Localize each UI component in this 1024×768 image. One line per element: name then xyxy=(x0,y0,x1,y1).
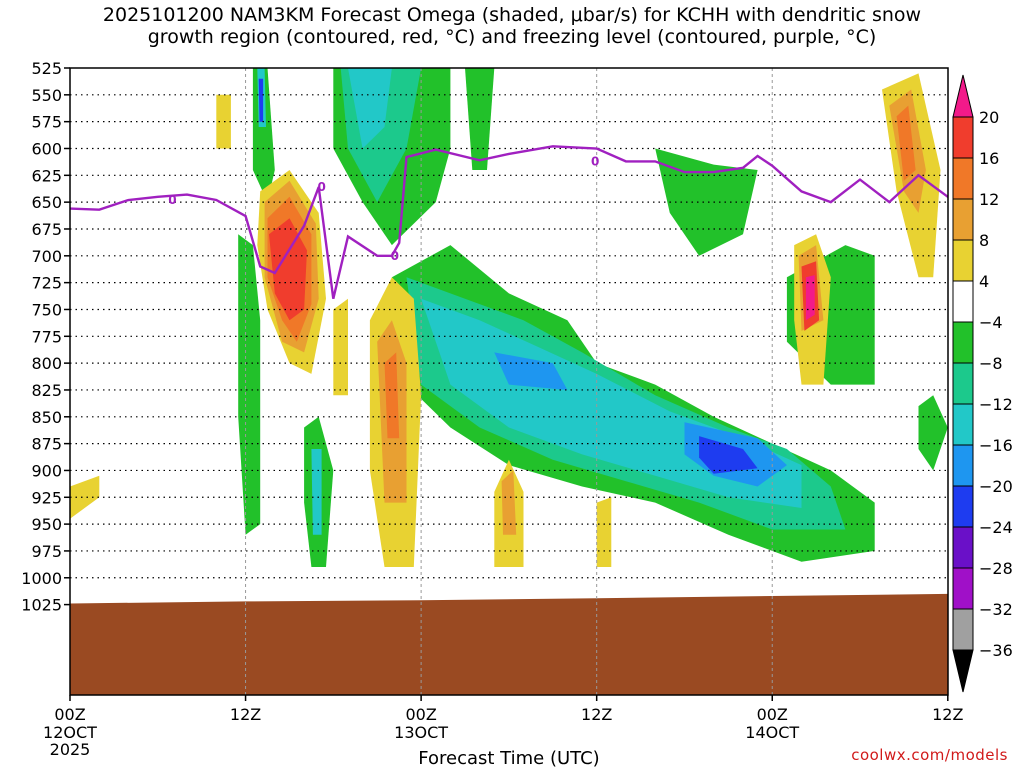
ytick-label-825: 825 xyxy=(31,381,62,400)
x-axis-label: Forecast Time (UTC) xyxy=(418,748,599,768)
ytick-label-625: 625 xyxy=(31,166,62,185)
colorbar-bottom-arrow xyxy=(952,649,974,693)
ytick-label-675: 675 xyxy=(31,220,62,239)
chart-title-line1: 2025101200 NAM3KM Forecast Omega (shaded… xyxy=(102,4,922,26)
omega-region-15 xyxy=(494,352,568,390)
freezing-level-label-3: 0 xyxy=(591,154,599,168)
colorbar-top-arrow xyxy=(952,74,974,118)
colorbar-segment-3 xyxy=(952,198,974,241)
omega-region-6 xyxy=(465,68,495,170)
freezing-level-label-1: 0 xyxy=(317,180,325,194)
omega-region-14 xyxy=(311,449,322,535)
ytick-label-1000: 1000 xyxy=(21,569,62,588)
omega-region-38 xyxy=(805,275,815,321)
xtick-date-0: 12OCT xyxy=(43,723,97,742)
xtick-date-4: 14OCT xyxy=(745,723,799,742)
colorbar-segment-2 xyxy=(952,157,974,200)
colorbar-label-3: 8 xyxy=(979,231,989,250)
credit-text: coolwx.com/models xyxy=(851,746,1008,764)
xtick-label-0: 00Z xyxy=(54,705,85,724)
omega-region-25 xyxy=(70,475,100,519)
ytick-label-850: 850 xyxy=(31,408,62,427)
colorbar-segment-13 xyxy=(952,608,974,651)
colorbar-segment-9 xyxy=(952,444,974,487)
ytick-label-775: 775 xyxy=(31,327,62,346)
colorbar-label-1: 16 xyxy=(979,149,999,168)
colorbar-segment-12 xyxy=(952,567,974,610)
freezing-level-line xyxy=(70,145,948,299)
ytick-label-550: 550 xyxy=(31,86,62,105)
omega-region-12 xyxy=(348,68,392,149)
colorbar-label-2: 12 xyxy=(979,190,999,209)
colorbar-label-6: −8 xyxy=(979,354,1003,373)
xtick-label-4: 00Z xyxy=(757,705,788,724)
colorbar-label-10: −24 xyxy=(979,518,1013,537)
colorbar-label-12: −32 xyxy=(979,600,1013,619)
colorbar-segment-1 xyxy=(952,116,974,159)
colorbar-segment-5 xyxy=(952,280,974,323)
colorbar-segment-10 xyxy=(952,485,974,528)
colorbar-label-9: −20 xyxy=(979,477,1013,496)
colorbar-label-4: 4 xyxy=(979,272,989,291)
omega-region-8 xyxy=(918,395,948,471)
colorbar-label-0: 20 xyxy=(979,108,999,127)
xtick-label-5: 12Z xyxy=(932,705,963,724)
omega-region-30 xyxy=(501,470,517,535)
ytick-label-600: 600 xyxy=(31,139,62,158)
ytick-label-1025: 1025 xyxy=(21,596,62,615)
freezing-level-label-2: 0 xyxy=(391,249,399,263)
xtick-year-0: 2025 xyxy=(50,740,91,759)
omega-region-18 xyxy=(258,78,264,122)
ytick-label-700: 700 xyxy=(31,247,62,266)
omega-region-4 xyxy=(238,234,261,535)
colorbar-label-13: −36 xyxy=(979,641,1013,660)
ytick-label-875: 875 xyxy=(31,435,62,454)
colorbar-segment-7 xyxy=(952,362,974,405)
xtick-label-3: 12Z xyxy=(581,705,612,724)
xtick-label-2: 00Z xyxy=(405,705,436,724)
omega-region-26 xyxy=(596,497,612,567)
plot-frame xyxy=(69,67,949,696)
ytick-label-975: 975 xyxy=(31,542,62,561)
colorbar-label-5: −4 xyxy=(979,313,1003,332)
colorbar-segment-11 xyxy=(952,526,974,569)
ytick-label-800: 800 xyxy=(31,354,62,373)
omega-region-27 xyxy=(333,298,348,396)
colorbar-label-8: −16 xyxy=(979,436,1013,455)
ytick-label-525: 525 xyxy=(31,59,62,78)
xtick-label-1: 12Z xyxy=(230,705,261,724)
omega-region-17 xyxy=(699,436,758,474)
ytick-label-925: 925 xyxy=(31,488,62,507)
colorbar-segment-8 xyxy=(952,403,974,446)
ytick-label-750: 750 xyxy=(31,300,62,319)
ytick-label-950: 950 xyxy=(31,515,62,534)
colorbar-label-11: −28 xyxy=(979,559,1013,578)
freezing-level-label-0: 0 xyxy=(168,193,176,207)
ytick-label-725: 725 xyxy=(31,274,62,293)
ground-fill xyxy=(70,593,948,695)
ytick-label-900: 900 xyxy=(31,461,62,480)
omega-region-36 xyxy=(269,218,307,321)
colorbar-segment-6 xyxy=(952,321,974,364)
ytick-label-650: 650 xyxy=(31,193,62,212)
chart-title-line2: growth region (contoured, red, °C) and f… xyxy=(147,26,877,48)
omega-region-24 xyxy=(216,94,231,149)
colorbar-label-7: −12 xyxy=(979,395,1013,414)
xtick-date-2: 13OCT xyxy=(394,723,448,742)
omega-region-35 xyxy=(896,105,916,181)
colorbar-segment-4 xyxy=(952,239,974,282)
ytick-label-575: 575 xyxy=(31,113,62,132)
